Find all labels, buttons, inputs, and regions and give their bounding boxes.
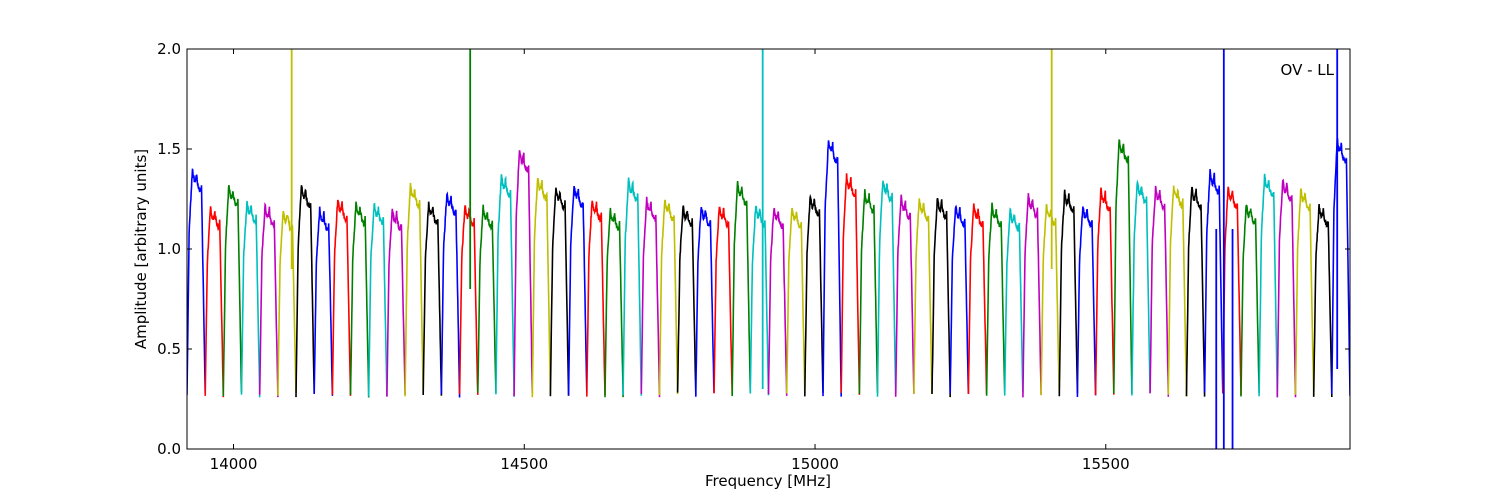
series-band-line [822,140,842,397]
series-band-line [549,187,570,397]
y-tick-label: 0.0 [157,440,181,458]
series-band-line [1312,204,1333,398]
series-band-line [1094,187,1115,396]
series-band-line [440,191,461,398]
series-band-line [804,193,824,397]
series-band-line [295,185,315,398]
series-band-line [695,206,715,397]
y-tick-label: 0.5 [157,340,181,358]
series-band-line [858,189,879,394]
x-tick-label: 15000 [791,455,839,473]
chart-annotation: OV - LL [1281,61,1335,79]
series-band-line [1131,179,1151,396]
x-tick-label: 14500 [500,455,548,473]
series-band-line [1331,137,1350,396]
y-tick-label: 1.5 [157,140,181,158]
series-band-line [640,196,661,398]
series-band-line [1113,138,1133,394]
series-band-line [1022,193,1042,398]
series-band-line [386,208,406,397]
series-band-line [713,206,733,395]
series-band-line [658,199,679,396]
series-band-line [222,184,243,397]
series-band-line [1294,188,1315,396]
series-layer [187,137,1350,398]
series-band-line [404,182,424,397]
series-band-line [767,207,788,396]
series-band-line [240,200,261,398]
series-band-line [1185,186,1206,397]
series-band-line [586,200,606,397]
x-axis-label: Frequency [MHz] [705,472,831,490]
y-axis-label: Amplitude [arbitrary units] [132,149,150,349]
series-band-line [731,181,752,397]
series-band-line [367,203,388,397]
series-band-line [331,199,352,396]
y-tick-label: 2.0 [157,40,181,58]
series-band-line [1258,173,1279,398]
series-band-line [1076,206,1097,398]
series-band-line [840,173,861,395]
series-band-line [1276,178,1297,398]
series-band-line [985,202,1006,396]
series-band-line [876,180,897,397]
series-band-line [785,207,806,395]
series-band-line [1003,207,1024,396]
series-band-line [604,207,624,398]
series-band-line [513,150,534,397]
series-band-line [1040,204,1061,396]
series-band-line [349,201,370,398]
series-band-line [1149,185,1170,397]
y-tick-label: 1.0 [157,240,181,258]
series-band-line [477,204,497,393]
series-band-line [495,174,515,397]
series-band-line [1222,186,1242,396]
series-band-line [1203,168,1224,394]
series-band-line [913,198,933,395]
series-band-line [1058,189,1079,397]
x-axis-ticks: 14000 14500 15000 15500 [210,49,1130,473]
y-axis-ticks: 0.0 0.5 1.0 1.5 2.0 [157,40,1350,458]
series-band-line [313,206,334,396]
series-band-line [749,205,770,396]
series-band-line [204,206,225,398]
series-band-line [1240,204,1260,397]
series-band-line [967,203,988,395]
series-band-line [622,177,643,396]
series-band-line [531,177,552,398]
series-band-line [422,201,443,396]
x-tick-label: 15500 [1082,455,1130,473]
series-band-line [676,205,697,395]
series-band-line [1167,185,1188,397]
series-band-line [567,186,588,396]
series-band-line [949,204,970,394]
series-band-line [931,197,951,398]
series-band-line [277,210,297,396]
series-band-line [458,205,479,395]
series-band-line [894,194,915,397]
x-tick-label: 14000 [210,455,258,473]
series-band-line [258,202,279,398]
spike-layer [290,49,1339,449]
series-band-line [187,168,206,396]
